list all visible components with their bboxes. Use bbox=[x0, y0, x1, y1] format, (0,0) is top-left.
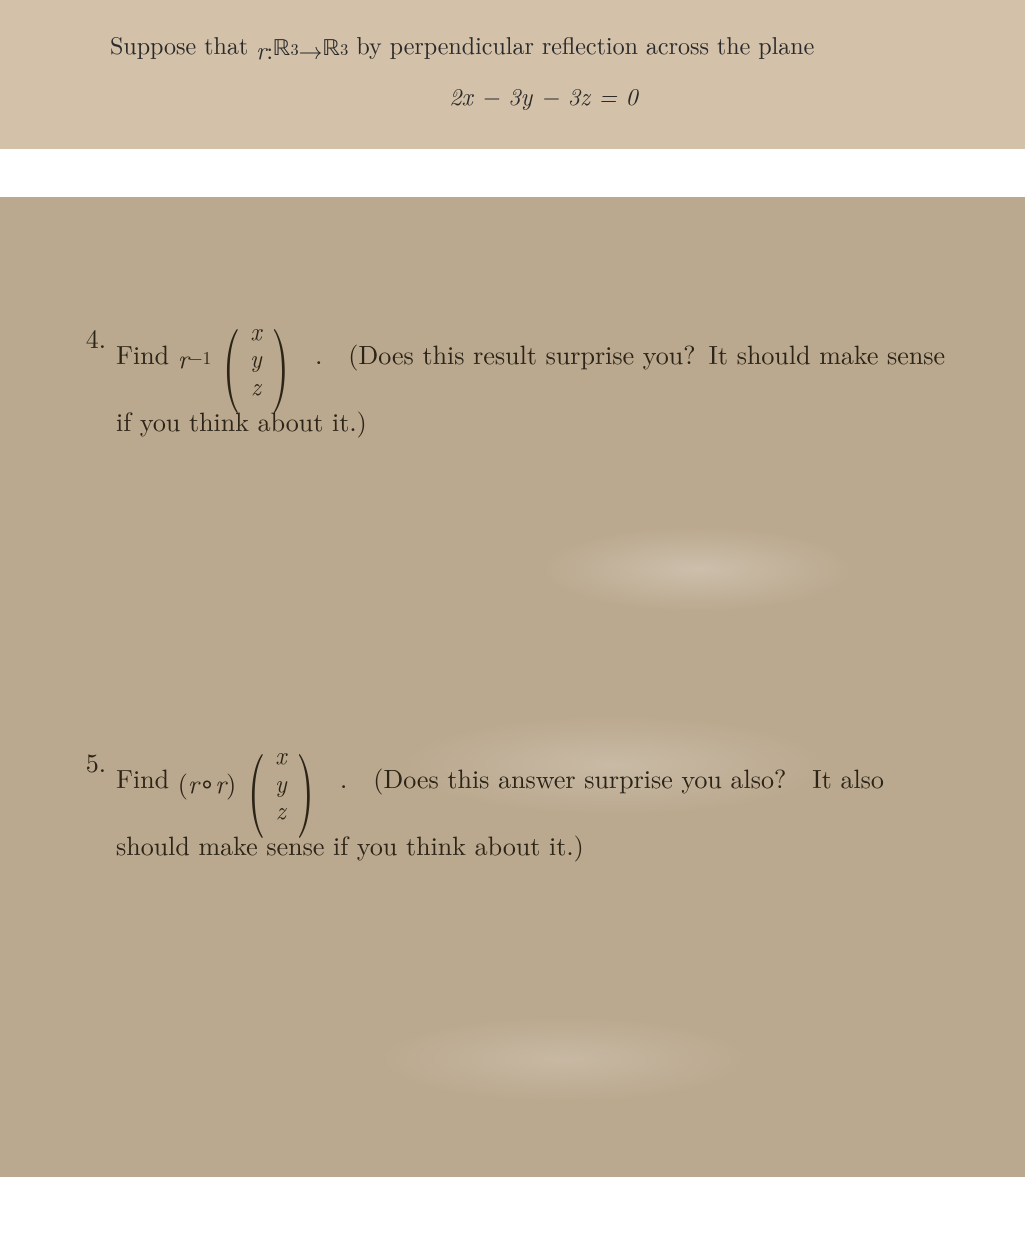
problem-body: Find r−1 ( x y z ) . (Does this result s… bbox=[116, 317, 965, 441]
column-vector: ( x y z ) bbox=[240, 741, 321, 824]
problem-number: 5. bbox=[60, 741, 116, 783]
paren-close: ) bbox=[271, 320, 289, 396]
tail-line-2: should make sense if you think about it.… bbox=[116, 826, 584, 863]
exponent-neg1: −1 bbox=[189, 344, 212, 372]
paren-open: ( bbox=[248, 745, 266, 821]
tail-line-2: if you think about it.) bbox=[116, 402, 367, 439]
intro-line: Suppose that r : ℝ3 → ℝ3 by perpendicula… bbox=[110, 26, 977, 67]
circ: ∘ bbox=[199, 762, 215, 804]
problems-panel: 4. Find r−1 ( x y z ) . (Does this resul… bbox=[0, 197, 1025, 1177]
column-vector: ( x y z ) bbox=[215, 317, 296, 400]
plane-equation: 2x − 3y − 3z = 0 bbox=[110, 77, 977, 113]
arrow: → bbox=[299, 31, 323, 67]
var-r-2: r bbox=[215, 762, 226, 804]
intro-suffix: by perpendicular reflection across the p… bbox=[356, 27, 814, 61]
entry-z: z bbox=[251, 372, 261, 400]
map-definition: r : ℝ3 → ℝ3 bbox=[256, 31, 348, 67]
r-compose-r-of-vector: (r ∘ r) ( x y z ) bbox=[178, 741, 326, 824]
colon: : bbox=[266, 31, 273, 67]
lead-text: Find bbox=[116, 335, 178, 372]
sup-3-domain: 3 bbox=[291, 37, 299, 61]
intro-panel: Suppose that r : ℝ3 → ℝ3 by perpendicula… bbox=[0, 0, 1025, 149]
paren-close: ) bbox=[296, 745, 314, 821]
blackboard-R-domain: ℝ bbox=[273, 31, 291, 67]
sup-3-codomain: 3 bbox=[340, 37, 348, 61]
paren-open: ( bbox=[223, 320, 241, 396]
entry-z: z bbox=[276, 796, 286, 824]
problem-4: 4. Find r−1 ( x y z ) . (Does this resul… bbox=[60, 317, 965, 441]
r-inverse-of-vector: r−1 ( x y z ) bbox=[178, 317, 301, 400]
lead-text: Find bbox=[116, 759, 178, 796]
problem-body: Find (r ∘ r) ( x y z ) . (Does this answ… bbox=[116, 741, 965, 865]
problem-number: 4. bbox=[60, 317, 116, 359]
tail-line-1: . (Does this answer surprise you also? I… bbox=[340, 759, 884, 796]
intro-prefix: Suppose that bbox=[110, 27, 256, 61]
blackboard-R-codomain: ℝ bbox=[323, 31, 341, 67]
vector-entries: x y z bbox=[273, 741, 289, 824]
vector-entries: x y z bbox=[248, 317, 264, 400]
var-r-1: r bbox=[188, 762, 199, 804]
paren-close-small: ) bbox=[226, 762, 236, 804]
tail-line-1: . (Does this result surprise you? It sho… bbox=[315, 335, 945, 372]
var-r: r bbox=[256, 31, 266, 67]
paren-open-small: ( bbox=[178, 762, 188, 804]
var-r: r bbox=[178, 337, 189, 379]
problem-5: 5. Find (r ∘ r) ( x y z ) . (Does this a… bbox=[60, 741, 965, 865]
